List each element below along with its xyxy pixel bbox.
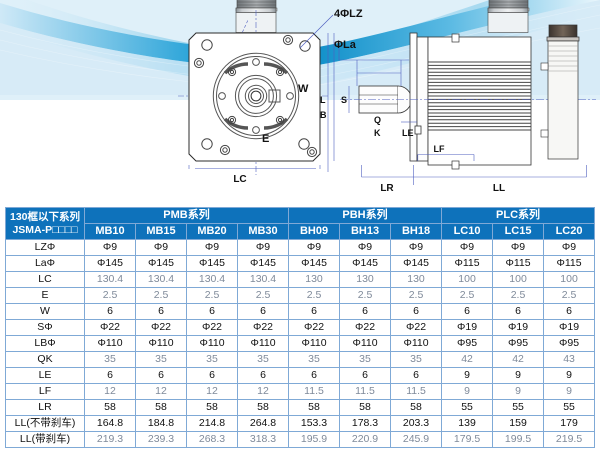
svg-text:LC: LC (233, 174, 246, 185)
svg-text:K: K (374, 128, 381, 138)
svg-text:E: E (262, 133, 269, 145)
svg-text:L: L (320, 95, 326, 105)
svg-text:LF: LF (434, 144, 445, 154)
svg-text:W: W (298, 83, 309, 95)
svg-text:ΦLa: ΦLa (334, 39, 357, 51)
svg-text:LL: LL (493, 183, 505, 194)
svg-text:B: B (320, 110, 327, 120)
svg-text:4ΦLZ: 4ΦLZ (334, 8, 363, 20)
svg-text:Q: Q (374, 115, 381, 125)
svg-text:LR: LR (380, 183, 394, 194)
svg-text:S: S (341, 95, 347, 105)
svg-text:LE: LE (402, 128, 414, 138)
